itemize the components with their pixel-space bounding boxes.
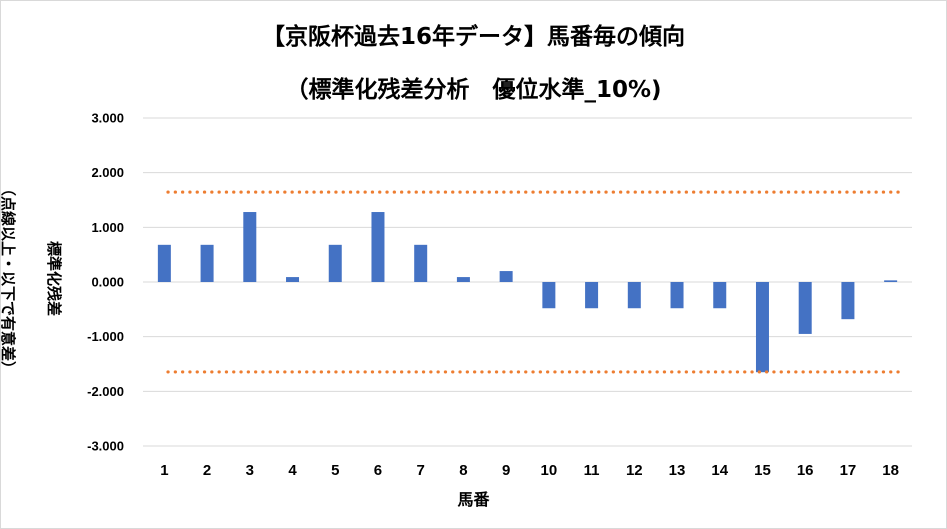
bar	[542, 282, 556, 309]
bar	[585, 282, 599, 309]
x-tick-label: 11	[584, 462, 600, 479]
bar	[841, 282, 855, 320]
bar	[798, 282, 812, 334]
bar	[884, 280, 898, 282]
y-tick-label: -2.000	[87, 384, 124, 399]
x-tick-label: 10	[541, 462, 558, 479]
x-tick-label: 8	[459, 462, 467, 479]
x-tick-label: 1	[160, 462, 168, 479]
bar	[713, 282, 727, 309]
bar	[499, 271, 513, 282]
x-tick-label: 9	[502, 462, 510, 479]
y-tick-label: 2.000	[91, 165, 124, 180]
bar	[670, 282, 684, 309]
y-tick-label: -1.000	[87, 329, 124, 344]
x-tick-label: 16	[797, 462, 814, 479]
bar	[243, 212, 257, 282]
x-tick-label: 17	[840, 462, 857, 479]
x-tick-label: 12	[626, 462, 643, 479]
x-tick-label: 7	[417, 462, 425, 479]
x-tick-label: 3	[246, 462, 254, 479]
x-tick-label: 18	[882, 462, 899, 479]
x-tick-label: 13	[669, 462, 686, 479]
bar	[328, 244, 342, 282]
bar	[200, 244, 214, 282]
bar	[627, 282, 641, 309]
bar	[157, 244, 171, 282]
bar	[414, 244, 428, 282]
y-tick-label: 3.000	[91, 111, 124, 126]
bar	[286, 277, 300, 282]
x-tick-label: 4	[288, 462, 297, 479]
y-tick-label: 0.000	[91, 275, 124, 290]
x-tick-label: 14	[711, 462, 728, 479]
bar	[456, 277, 470, 282]
x-axis-label: 馬番	[457, 490, 490, 509]
bar	[371, 212, 385, 282]
chart-title: 【京阪杯過去16年データ】馬番毎の傾向	[261, 24, 685, 50]
x-tick-label: 6	[374, 462, 382, 479]
y-tick-label: 1.000	[91, 220, 124, 235]
x-tick-label: 2	[203, 462, 211, 479]
x-tick-label: 5	[331, 462, 339, 479]
bar	[755, 282, 769, 373]
y-tick-label: -3.000	[87, 439, 124, 454]
x-tick-label: 15	[754, 462, 771, 479]
chart-subtitle: （標準化残差分析 優位水準_10%)	[285, 77, 662, 103]
